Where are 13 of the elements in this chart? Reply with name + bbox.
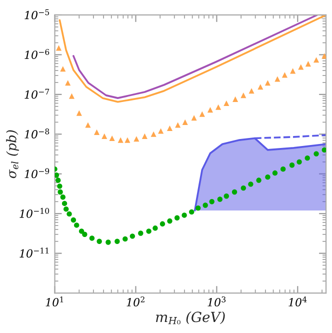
y-axis-title: σ$_{el}$ (pb) [6, 130, 19, 178]
y-tick-label: 10$^{−11}$ [20, 248, 48, 258]
x-tick-label: 10$^{3}$ [208, 296, 226, 306]
x-tick-label: 10$^{2}$ [126, 296, 144, 306]
x-tick-label: 10$^{4}$ [288, 296, 307, 306]
y-tick-label: 10$^{−7}$ [24, 88, 50, 99]
x-tick-label: 10$^{1}$ [46, 296, 64, 306]
y-tick-label: 10$^{−9}$ [24, 168, 50, 178]
x-axis-title: m$_{H₀}$ (GeV) [156, 311, 225, 324]
y-tick-label: 10$^{−6}$ [24, 49, 50, 60]
y-tick-label: 10$^{−5}$ [24, 9, 50, 20]
y-tick-label: 10$^{−10}$ [20, 208, 50, 218]
y-tick-label: 10$^{−8}$ [24, 128, 50, 138]
